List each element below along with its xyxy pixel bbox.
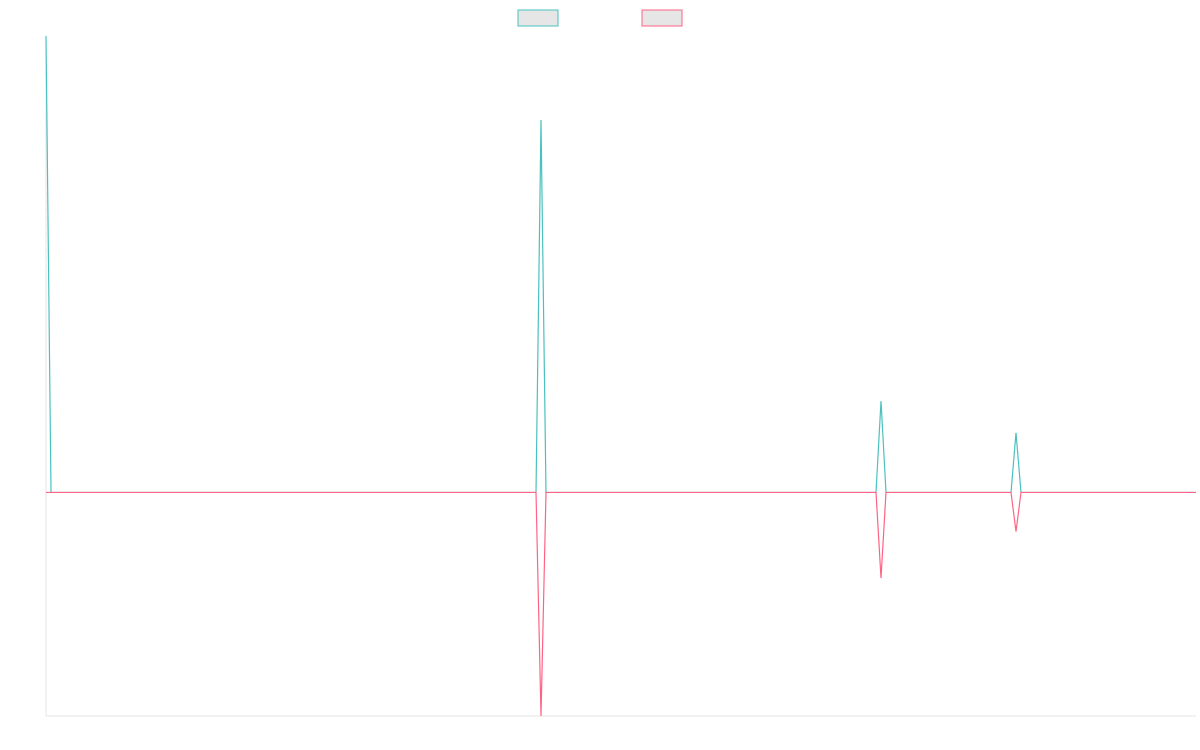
legend-swatch-1[interactable]: [517, 9, 559, 27]
series-line-1: [45, 35, 1196, 494]
series-line-2: [46, 491, 1196, 717]
legend[interactable]: [517, 9, 683, 27]
series-layer: [45, 35, 1196, 717]
legend-swatch-2[interactable]: [641, 9, 683, 27]
axes: [45, 36, 1196, 717]
